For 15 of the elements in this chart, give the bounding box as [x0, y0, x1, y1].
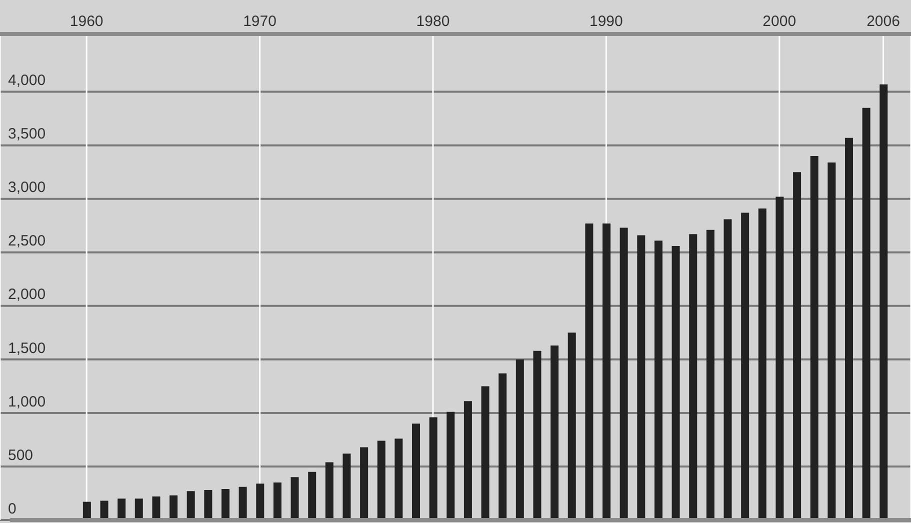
y-tick-label: 2,000 [8, 286, 46, 304]
y-tick-label: 3,000 [8, 179, 46, 196]
y-tick-label: 4,000 [8, 72, 46, 90]
y-tick-label: 500 [8, 446, 34, 464]
x-tick-label: 1960 [70, 13, 104, 30]
x-tick-label: 1980 [416, 13, 450, 30]
y-tick-label: 1,500 [8, 340, 46, 357]
y-tick-label: 2,500 [8, 232, 46, 250]
y-tick-label: 3,500 [8, 126, 46, 143]
x-tick-label: 2000 [762, 13, 796, 30]
x-tick-label: 1990 [589, 13, 623, 30]
x-tick-label: 1970 [243, 13, 276, 30]
y-tick-label: 0 [8, 500, 16, 518]
y-tick-label: 1,000 [8, 393, 46, 410]
x-tick-label: 2006 [866, 13, 900, 30]
